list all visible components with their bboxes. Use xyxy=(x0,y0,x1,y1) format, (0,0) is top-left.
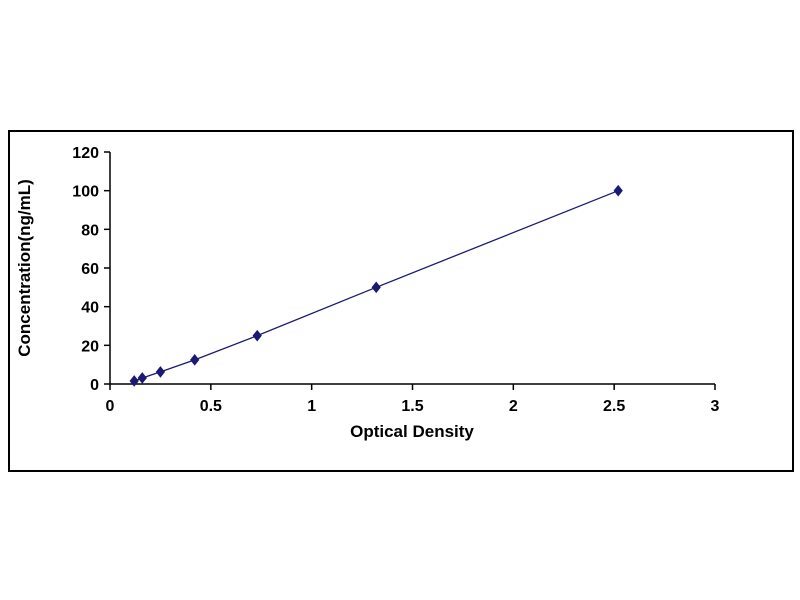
chart-frame: 0 0.5 1 1.5 2 2.5 3 0 20 40 60 80 100 120 Optical Den… xyxy=(8,130,794,472)
data-point-marker xyxy=(129,375,139,387)
x-tick-label: 1.5 xyxy=(401,398,423,415)
y-tick-label: 60 xyxy=(81,261,99,278)
data-point-marker xyxy=(155,366,166,378)
plot-layer: 0 0.5 1 1.5 2 2.5 3 0 20 40 60 80 100 120 xyxy=(72,145,719,415)
x-tick-label: 0.5 xyxy=(200,398,222,415)
x-tick-label: 2 xyxy=(509,398,518,415)
x-tick-label: 1 xyxy=(307,398,316,415)
x-tick-label: 2.5 xyxy=(603,398,625,415)
y-tick-label: 20 xyxy=(81,338,99,355)
x-tick-label: 3 xyxy=(711,398,720,415)
data-point-marker xyxy=(190,354,200,366)
y-axis-label: Concentration(ng/mL) xyxy=(15,179,34,357)
data-point-marker xyxy=(137,372,147,384)
y-tick-label: 100 xyxy=(72,184,99,201)
data-point-marker xyxy=(613,184,623,197)
data-point-marker xyxy=(252,329,262,342)
y-tick-label: 0 xyxy=(90,377,99,394)
y-tick-label: 40 xyxy=(81,300,99,317)
y-tick-label: 80 xyxy=(81,222,99,239)
y-tick-label: 120 xyxy=(72,145,99,162)
x-axis-label: Optical Density xyxy=(350,422,474,441)
plot-svg: 0 0.5 1 1.5 2 2.5 3 0 20 40 60 80 100 120 Optical Den… xyxy=(15,145,720,441)
x-tick-label: 0 xyxy=(106,398,115,415)
data-point-marker xyxy=(371,281,381,294)
